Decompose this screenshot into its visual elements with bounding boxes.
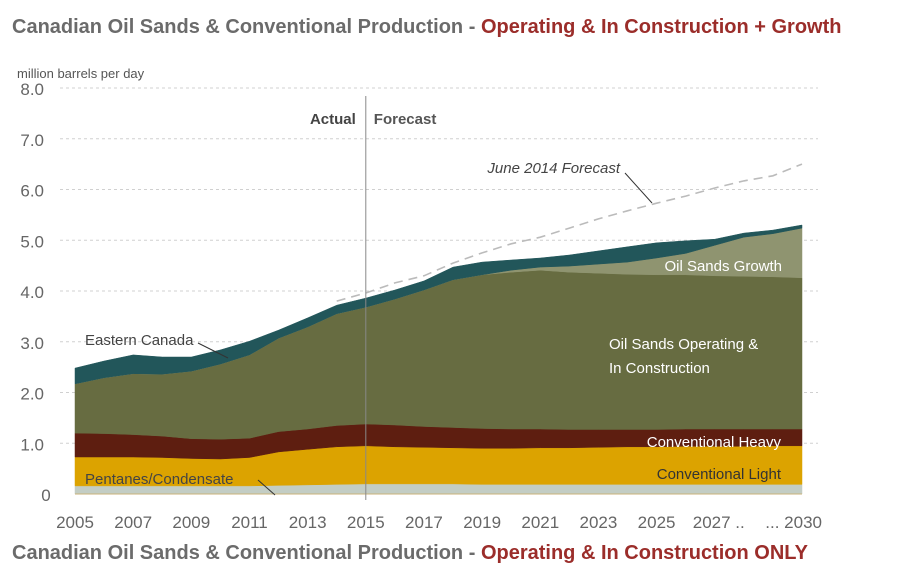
forecast-label: Forecast: [374, 111, 437, 128]
y-tick-label: 1.0: [20, 435, 44, 454]
x-tick-label: 2007: [114, 513, 152, 532]
x-tick-label: 2023: [580, 513, 618, 532]
chart-title-prefix: Canadian Oil Sands & Conventional Produc…: [12, 16, 481, 38]
x-tick-label: 2019: [463, 513, 501, 532]
y-axis-ticks: 0 1.0 2.0 3.0 4.0 5.0 6.0 7.0 8.0: [20, 80, 50, 505]
y-axis-label: million barrels per day: [17, 66, 145, 81]
y-tick-label: 3.0: [20, 334, 44, 353]
y-tick-label: 0: [41, 486, 50, 505]
x-tick-label: 2011: [231, 513, 268, 532]
stacked-areas: [74, 224, 803, 495]
annotation-pentanes-condensate: Pentanes/Condensate: [85, 471, 233, 488]
y-tick-label: 2.0: [20, 385, 44, 404]
june-2014-forecast-line: [336, 163, 803, 302]
area-eastern-canada: [74, 224, 803, 385]
chart-subtitle-prefix: Canadian Oil Sands & Conventional Produc…: [12, 542, 481, 564]
x-tick-label: 2025: [638, 513, 676, 532]
chart-subtitle-highlight: Operating & In Construction ONLY: [480, 542, 808, 564]
x-tick-label: ... 2030: [765, 513, 822, 532]
x-tick-label: 2027 ..: [693, 513, 745, 532]
chart-title: Canadian Oil Sands & Conventional Produc…: [12, 16, 842, 39]
actual-forecast-divider-group: Actual Forecast: [310, 96, 436, 500]
y-tick-label: 6.0: [20, 182, 44, 201]
annotation-oil-sands-operating-1: Oil Sands Operating &: [609, 336, 758, 353]
annotation-conventional-light: Conventional Light: [657, 466, 782, 483]
x-tick-label: 2017: [405, 513, 443, 532]
chart-title-highlight: Operating & In Construction + Growth: [480, 16, 842, 38]
june-2014-forecast-line-group: [336, 163, 803, 302]
x-tick-label: 2015: [347, 513, 385, 532]
annotation-eastern-canada: Eastern Canada: [85, 332, 194, 349]
annotation-oil-sands-growth: Oil Sands Growth: [664, 258, 782, 275]
y-tick-label: 8.0: [20, 80, 44, 99]
annotation-june-2014-forecast: June 2014 Forecast: [486, 160, 620, 177]
annotations: Eastern Canada Pentanes/Condensate June …: [85, 160, 782, 496]
eastern-canada-leader: [197, 342, 229, 359]
annotation-oil-sands-operating-2: In Construction: [609, 360, 710, 377]
june-forecast-leader: [624, 172, 653, 204]
y-tick-label: 5.0: [20, 232, 44, 251]
x-tick-label: 2013: [289, 513, 327, 532]
x-tick-label: 2005: [56, 513, 94, 532]
chart-subtitle: Canadian Oil Sands & Conventional Produc…: [12, 542, 808, 565]
y-tick-label: 4.0: [20, 283, 44, 302]
x-axis-ticks: 2005 2007 2009 2011 2013 2015 2017 2019 2021 2023…: [56, 513, 822, 532]
pentanes-leader: [257, 479, 276, 496]
x-tick-label: 2021: [521, 513, 559, 532]
area-oil-sands-operating-in-construction: [74, 269, 803, 440]
x-tick-label: 2009: [172, 513, 210, 532]
actual-label: Actual: [310, 111, 356, 128]
annotation-conventional-heavy: Conventional Heavy: [647, 434, 782, 451]
y-tick-label: 7.0: [20, 131, 44, 150]
